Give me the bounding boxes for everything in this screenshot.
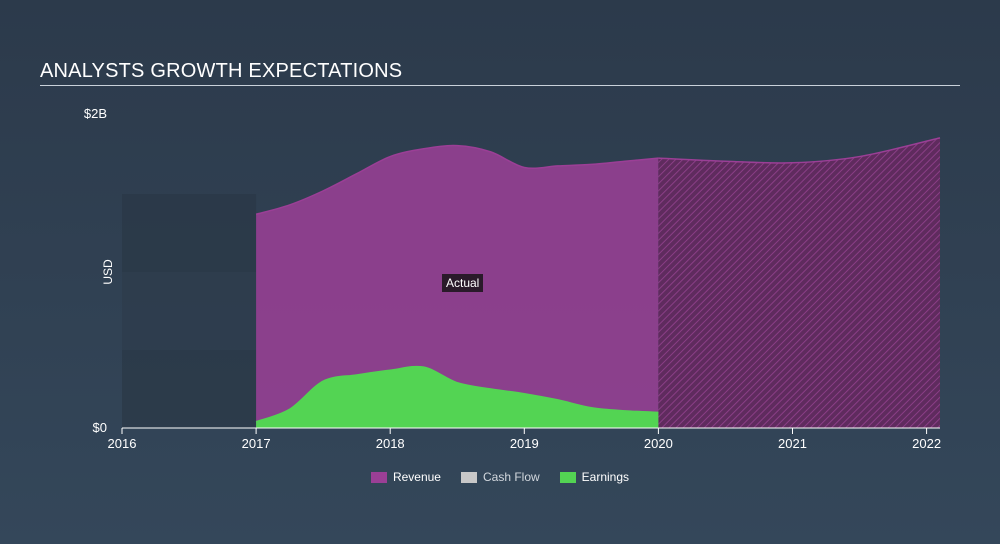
x-tick-label: 2022: [912, 436, 941, 451]
x-tick-label: 2019: [510, 436, 539, 451]
earnings-swatch-icon: [559, 471, 576, 483]
background-band: [122, 272, 257, 350]
revenue-line-actual: [255, 144, 659, 216]
background-band: [122, 350, 257, 428]
series-areas: [255, 137, 941, 429]
y-axis-title: USD: [101, 259, 115, 285]
revenue-swatch-icon: [370, 471, 387, 483]
revenue-line-forecast: [658, 137, 941, 164]
background-band: [122, 194, 257, 272]
y-tick-label: $2B: [84, 106, 107, 121]
legend-label-cash-flow: Cash Flow: [482, 470, 540, 484]
x-tick-label: 2021: [778, 436, 807, 451]
earnings-line-actual: [255, 365, 659, 423]
axes: 2016 2017 2018 2019 2020 2021 2022 $0 $2B USD: [84, 106, 941, 451]
y-tick-label: $0: [93, 420, 107, 435]
legend-label-revenue: Revenue: [392, 470, 441, 484]
title-divider: [40, 85, 960, 86]
x-tick-label: 2017: [242, 436, 271, 451]
legend: Revenue Cash Flow Earnings: [0, 470, 1000, 484]
legend-item-revenue[interactable]: Revenue: [370, 470, 441, 484]
x-tick-label: 2020: [644, 436, 673, 451]
cash-flow-swatch-icon: [460, 471, 477, 483]
background-bands: [122, 194, 257, 428]
revenue-area-forecast: [658, 137, 940, 428]
legend-item-earnings[interactable]: Earnings: [559, 470, 630, 484]
legend-item-cash-flow[interactable]: Cash Flow: [460, 470, 540, 484]
x-tick-label: 2018: [376, 436, 405, 451]
actual-label: Actual: [442, 274, 484, 292]
chart-title: ANALYSTS GROWTH EXPECTATIONS: [40, 60, 403, 82]
x-tick-label: 2016: [108, 436, 137, 451]
legend-label-earnings: Earnings: [581, 470, 630, 484]
earnings-area-actual: [256, 366, 659, 428]
